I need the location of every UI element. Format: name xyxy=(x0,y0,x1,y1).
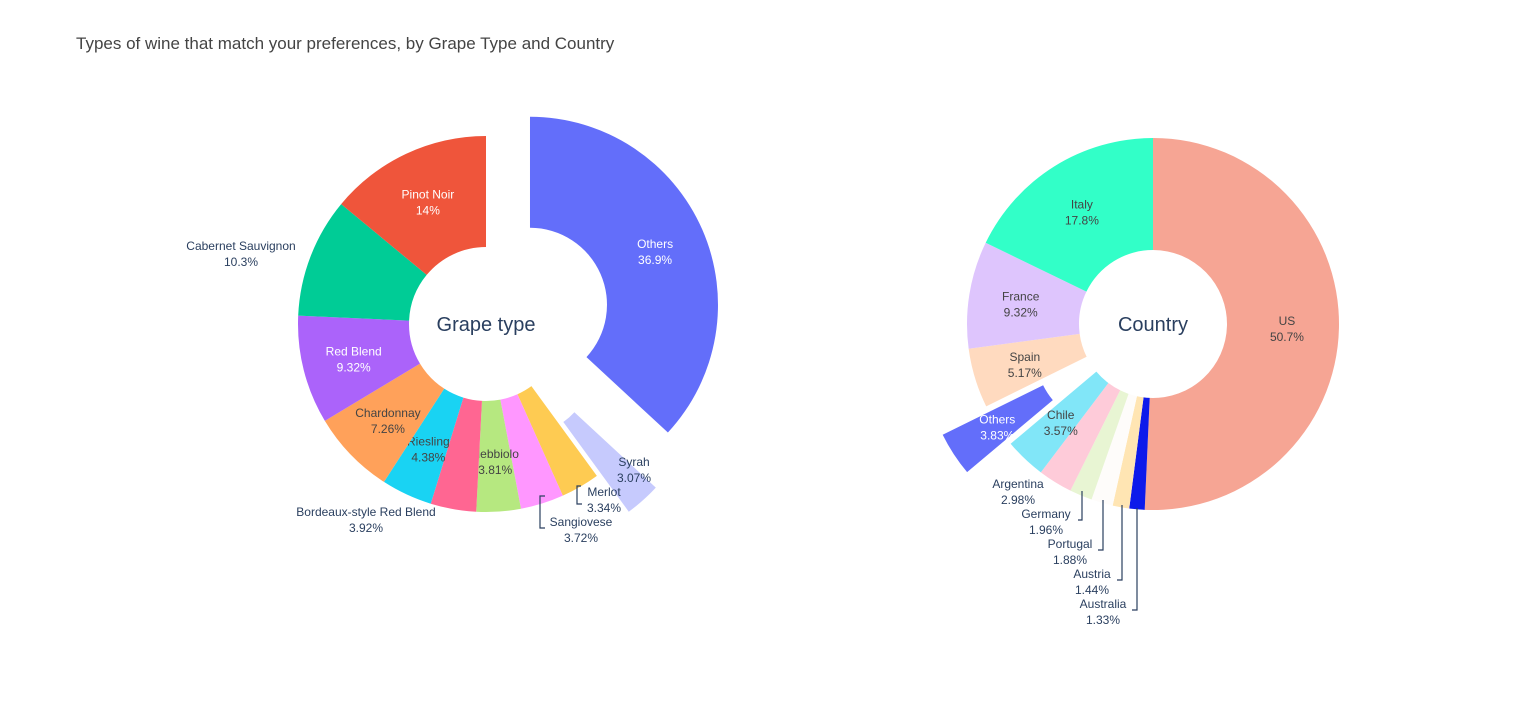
chart-title: Types of wine that match your preference… xyxy=(76,34,615,53)
slice-label-riesling: Riesling 4.38% xyxy=(407,435,450,465)
slice-label-italy: Italy 17.8% xyxy=(1065,197,1099,227)
leader-line-austria xyxy=(1117,505,1123,581)
slice-germany[interactable] xyxy=(1070,390,1129,500)
slice-australia[interactable] xyxy=(1129,397,1150,510)
leader-line-sangiovese xyxy=(539,495,545,529)
slice-cabernet-sauvignon[interactable] xyxy=(298,204,427,321)
slice-argentina[interactable] xyxy=(1040,383,1121,491)
slice-label-us: US 50.7% xyxy=(1270,314,1304,344)
slice-france[interactable] xyxy=(967,242,1087,349)
slice-austria[interactable] xyxy=(1112,396,1144,509)
slice-chile[interactable] xyxy=(1010,371,1109,473)
slice-nebbiolo[interactable] xyxy=(476,399,521,513)
slice-label-syrah: Syrah 3.07% xyxy=(617,455,651,485)
slice-label-portugal: Portugal 1.88% xyxy=(1048,537,1093,567)
slice-us[interactable] xyxy=(1144,138,1339,510)
slice-riesling[interactable] xyxy=(383,388,464,504)
country-center-label: Country xyxy=(1118,314,1188,336)
slice-spain[interactable] xyxy=(968,333,1087,407)
slice-label-australia: Australia 1.33% xyxy=(1080,597,1127,627)
slice-others[interactable] xyxy=(942,385,1053,473)
slice-label-cabernet-sauvignon: Cabernet Sauvignon 10.3% xyxy=(186,239,295,269)
slice-label-bordeaux-style-red-blend: Bordeaux-style Red Blend 3.92% xyxy=(296,505,435,535)
slice-italy[interactable] xyxy=(985,138,1153,292)
slice-label-austria: Austria 1.44% xyxy=(1073,567,1111,597)
slice-label-spain: Spain 5.17% xyxy=(1008,350,1042,380)
slice-label-france: France 9.32% xyxy=(1002,290,1040,320)
slice-label-pinot-noir: Pinot Noir 14% xyxy=(402,187,455,217)
leader-line-merlot xyxy=(576,485,582,505)
leader-line-portugal xyxy=(1098,500,1104,551)
leader-line-germany xyxy=(1078,491,1083,521)
slice-pinot-noir[interactable] xyxy=(341,136,486,275)
slice-label-chile: Chile 3.57% xyxy=(1044,408,1078,438)
slice-label-others: Others 36.9% xyxy=(637,237,673,267)
slice-sangiovese[interactable] xyxy=(500,394,563,509)
slice-merlot[interactable] xyxy=(517,386,597,496)
slice-label-sangiovese: Sangiovese 3.72% xyxy=(550,515,613,545)
leader-line-australia xyxy=(1132,508,1138,611)
grape-donut: Others 36.9% Syrah 3.07%Merlot 3.34%Sangiove… xyxy=(186,116,718,545)
slice-label-merlot: Merlot 3.34% xyxy=(587,485,621,515)
slice-bordeaux-style-red-blend[interactable] xyxy=(430,397,482,512)
slice-red-blend[interactable] xyxy=(298,315,421,421)
slice-chardonnay[interactable] xyxy=(324,363,445,482)
slice-label-red-blend: Red Blend 9.32% xyxy=(326,345,382,375)
slice-label-germany: Germany 1.96% xyxy=(1021,507,1070,537)
slice-others[interactable] xyxy=(529,116,718,433)
slice-label-chardonnay: Chardonnay 7.26% xyxy=(355,406,420,436)
slice-label-nebbiolo: Nebbiolo 3.81% xyxy=(472,447,520,477)
slice-portugal[interactable] xyxy=(1091,393,1137,506)
grape-center-label: Grape type xyxy=(437,314,536,336)
country-donut: US 50.7% Australia 1.33%Austria 1.44%Portuga… xyxy=(942,138,1339,627)
slice-label-others: Others 3.83% xyxy=(979,413,1015,443)
slice-label-argentina: Argentina 2.98% xyxy=(992,477,1044,507)
slice-syrah[interactable] xyxy=(563,412,656,512)
